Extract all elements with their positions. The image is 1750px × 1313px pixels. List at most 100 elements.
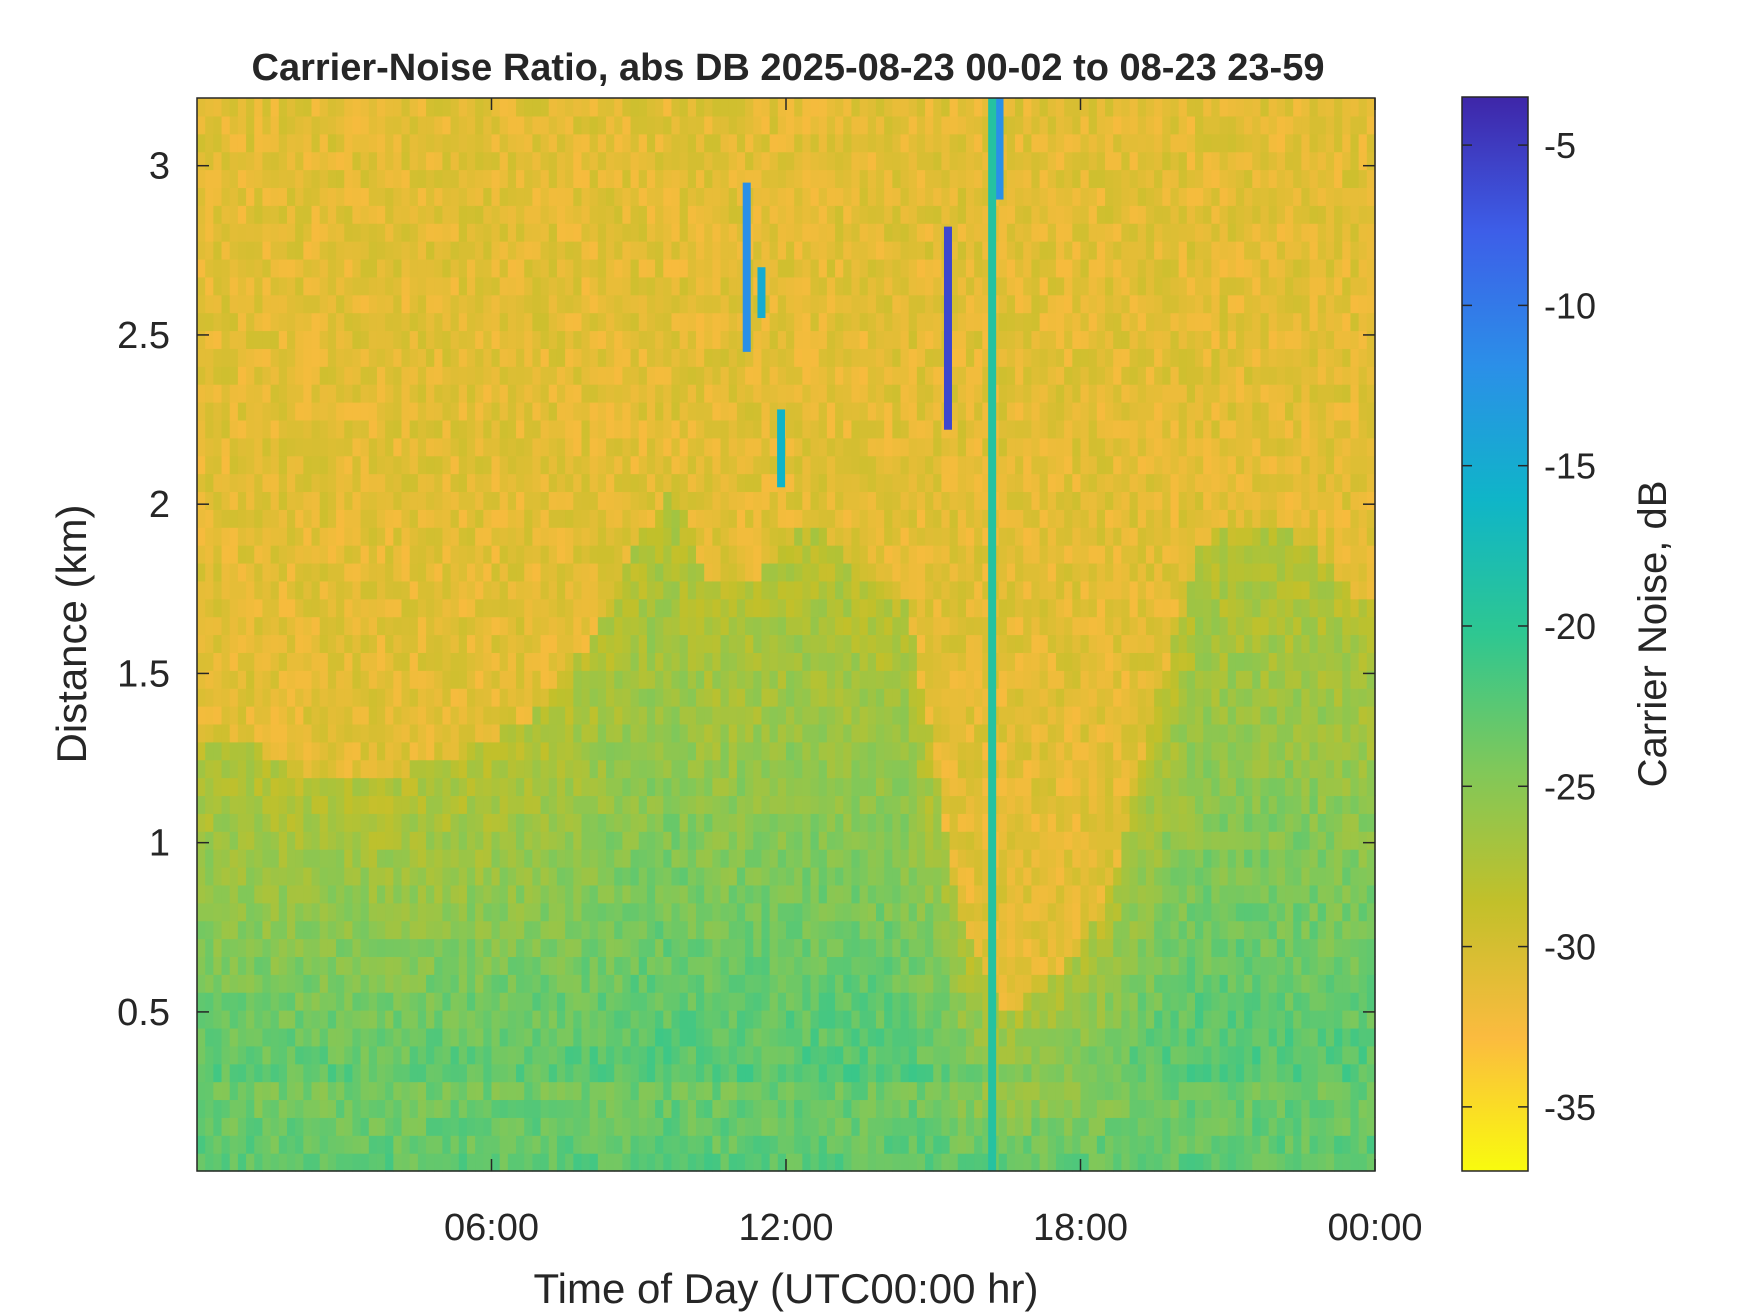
heatmap-cell [360,795,370,814]
heatmap-cell [794,688,803,707]
heatmap-cell [663,1010,673,1029]
heatmap-cell [254,849,264,868]
heatmap-cell [802,670,812,689]
heatmap-cell [532,562,542,582]
heatmap-cell [630,473,640,493]
heatmap-cell [712,831,722,850]
heatmap-cell [851,205,861,224]
heatmap-cell [745,670,754,689]
heatmap-cell [712,205,722,224]
heatmap-cell [246,920,255,940]
heatmap-cell [344,795,354,814]
heatmap-cell [450,115,460,135]
heatmap-cell [286,473,296,493]
heatmap-cell [524,312,533,332]
heatmap-cell [295,1153,304,1172]
heatmap-cell [458,384,468,403]
heatmap-cell [376,1099,386,1118]
heatmap-cell [393,241,403,260]
heatmap-cell [720,115,730,135]
heatmap-cell [679,938,689,957]
heatmap-cell [516,849,525,868]
heatmap-cell [646,1099,656,1118]
heatmap-cell [286,419,296,439]
heatmap-cell [671,312,681,332]
heatmap-cell [835,276,844,296]
heatmap-cell [802,312,812,332]
heatmap-cell [712,688,722,707]
heatmap-cell [376,831,386,850]
heatmap-cell [696,133,705,153]
heatmap-cell [736,455,746,475]
heatmap-cell [614,956,623,975]
heatmap-cell [254,1063,264,1083]
heatmap-cell [262,258,272,278]
heatmap-cell [319,723,329,743]
heatmap-cell [843,1063,853,1083]
heatmap-cell [336,115,345,135]
heatmap-cell [450,616,460,636]
heatmap-cell [859,223,869,242]
heatmap-cell [221,831,231,850]
heatmap-cell [573,294,583,314]
heatmap-cell [859,777,869,797]
heatmap-cell [826,545,836,564]
heatmap-cell [671,545,681,564]
heatmap-cell [466,1153,476,1172]
heatmap-cell [728,115,738,135]
heatmap-cell [851,294,861,314]
heatmap-cell [606,688,615,707]
heatmap-cell [278,402,288,421]
heatmap-cell [246,974,255,993]
heatmap-cell [859,527,869,546]
heatmap-cell [777,1117,787,1136]
heatmap-cell [761,580,771,600]
heatmap-cell [409,348,419,367]
heatmap-cell [417,938,427,957]
heatmap-cell [843,1010,853,1029]
heatmap-cell [385,276,394,296]
heatmap-cell [376,133,386,153]
heatmap-cell [442,384,452,403]
heatmap-cell [859,741,869,761]
heatmap-cell [475,992,484,1011]
heatmap-cell [286,1010,296,1029]
heatmap-cell [524,205,533,224]
heatmap-cell [426,1099,435,1118]
heatmap-cell [278,813,288,832]
heatmap-cell [622,956,632,975]
heatmap-cell [475,956,484,975]
heatmap-cell [483,205,493,224]
heatmap-cell [679,98,689,117]
heatmap-cell [679,902,689,922]
heatmap-cell [450,1081,460,1101]
heatmap-cell [221,616,231,636]
heatmap-cell [761,187,771,206]
heatmap-cell [728,98,738,117]
heatmap-cell [278,1045,288,1065]
heatmap-cell [704,902,713,922]
heatmap-cell [254,205,264,224]
heatmap-cell [246,384,255,403]
heatmap-cell [867,813,877,832]
heatmap-cell [450,437,460,457]
heatmap-cell [237,1081,247,1101]
heatmap-cell [851,1045,861,1065]
heatmap-cell [409,241,419,260]
heatmap-cell [295,258,304,278]
heatmap-cell [786,1135,795,1154]
heatmap-cell [573,813,583,832]
heatmap-cell [753,223,763,242]
heatmap-cell [802,545,812,564]
heatmap-cell [376,884,386,904]
heatmap-cell [556,616,566,636]
heatmap-cell [270,849,280,868]
heatmap-cell [409,258,419,278]
heatmap-cell [532,598,542,618]
heatmap-cell [720,598,730,618]
heatmap-cell [458,1099,468,1118]
heatmap-cell [565,813,574,832]
heatmap-cell [229,419,239,439]
heatmap-cell [867,956,877,975]
heatmap-cell [393,616,403,636]
